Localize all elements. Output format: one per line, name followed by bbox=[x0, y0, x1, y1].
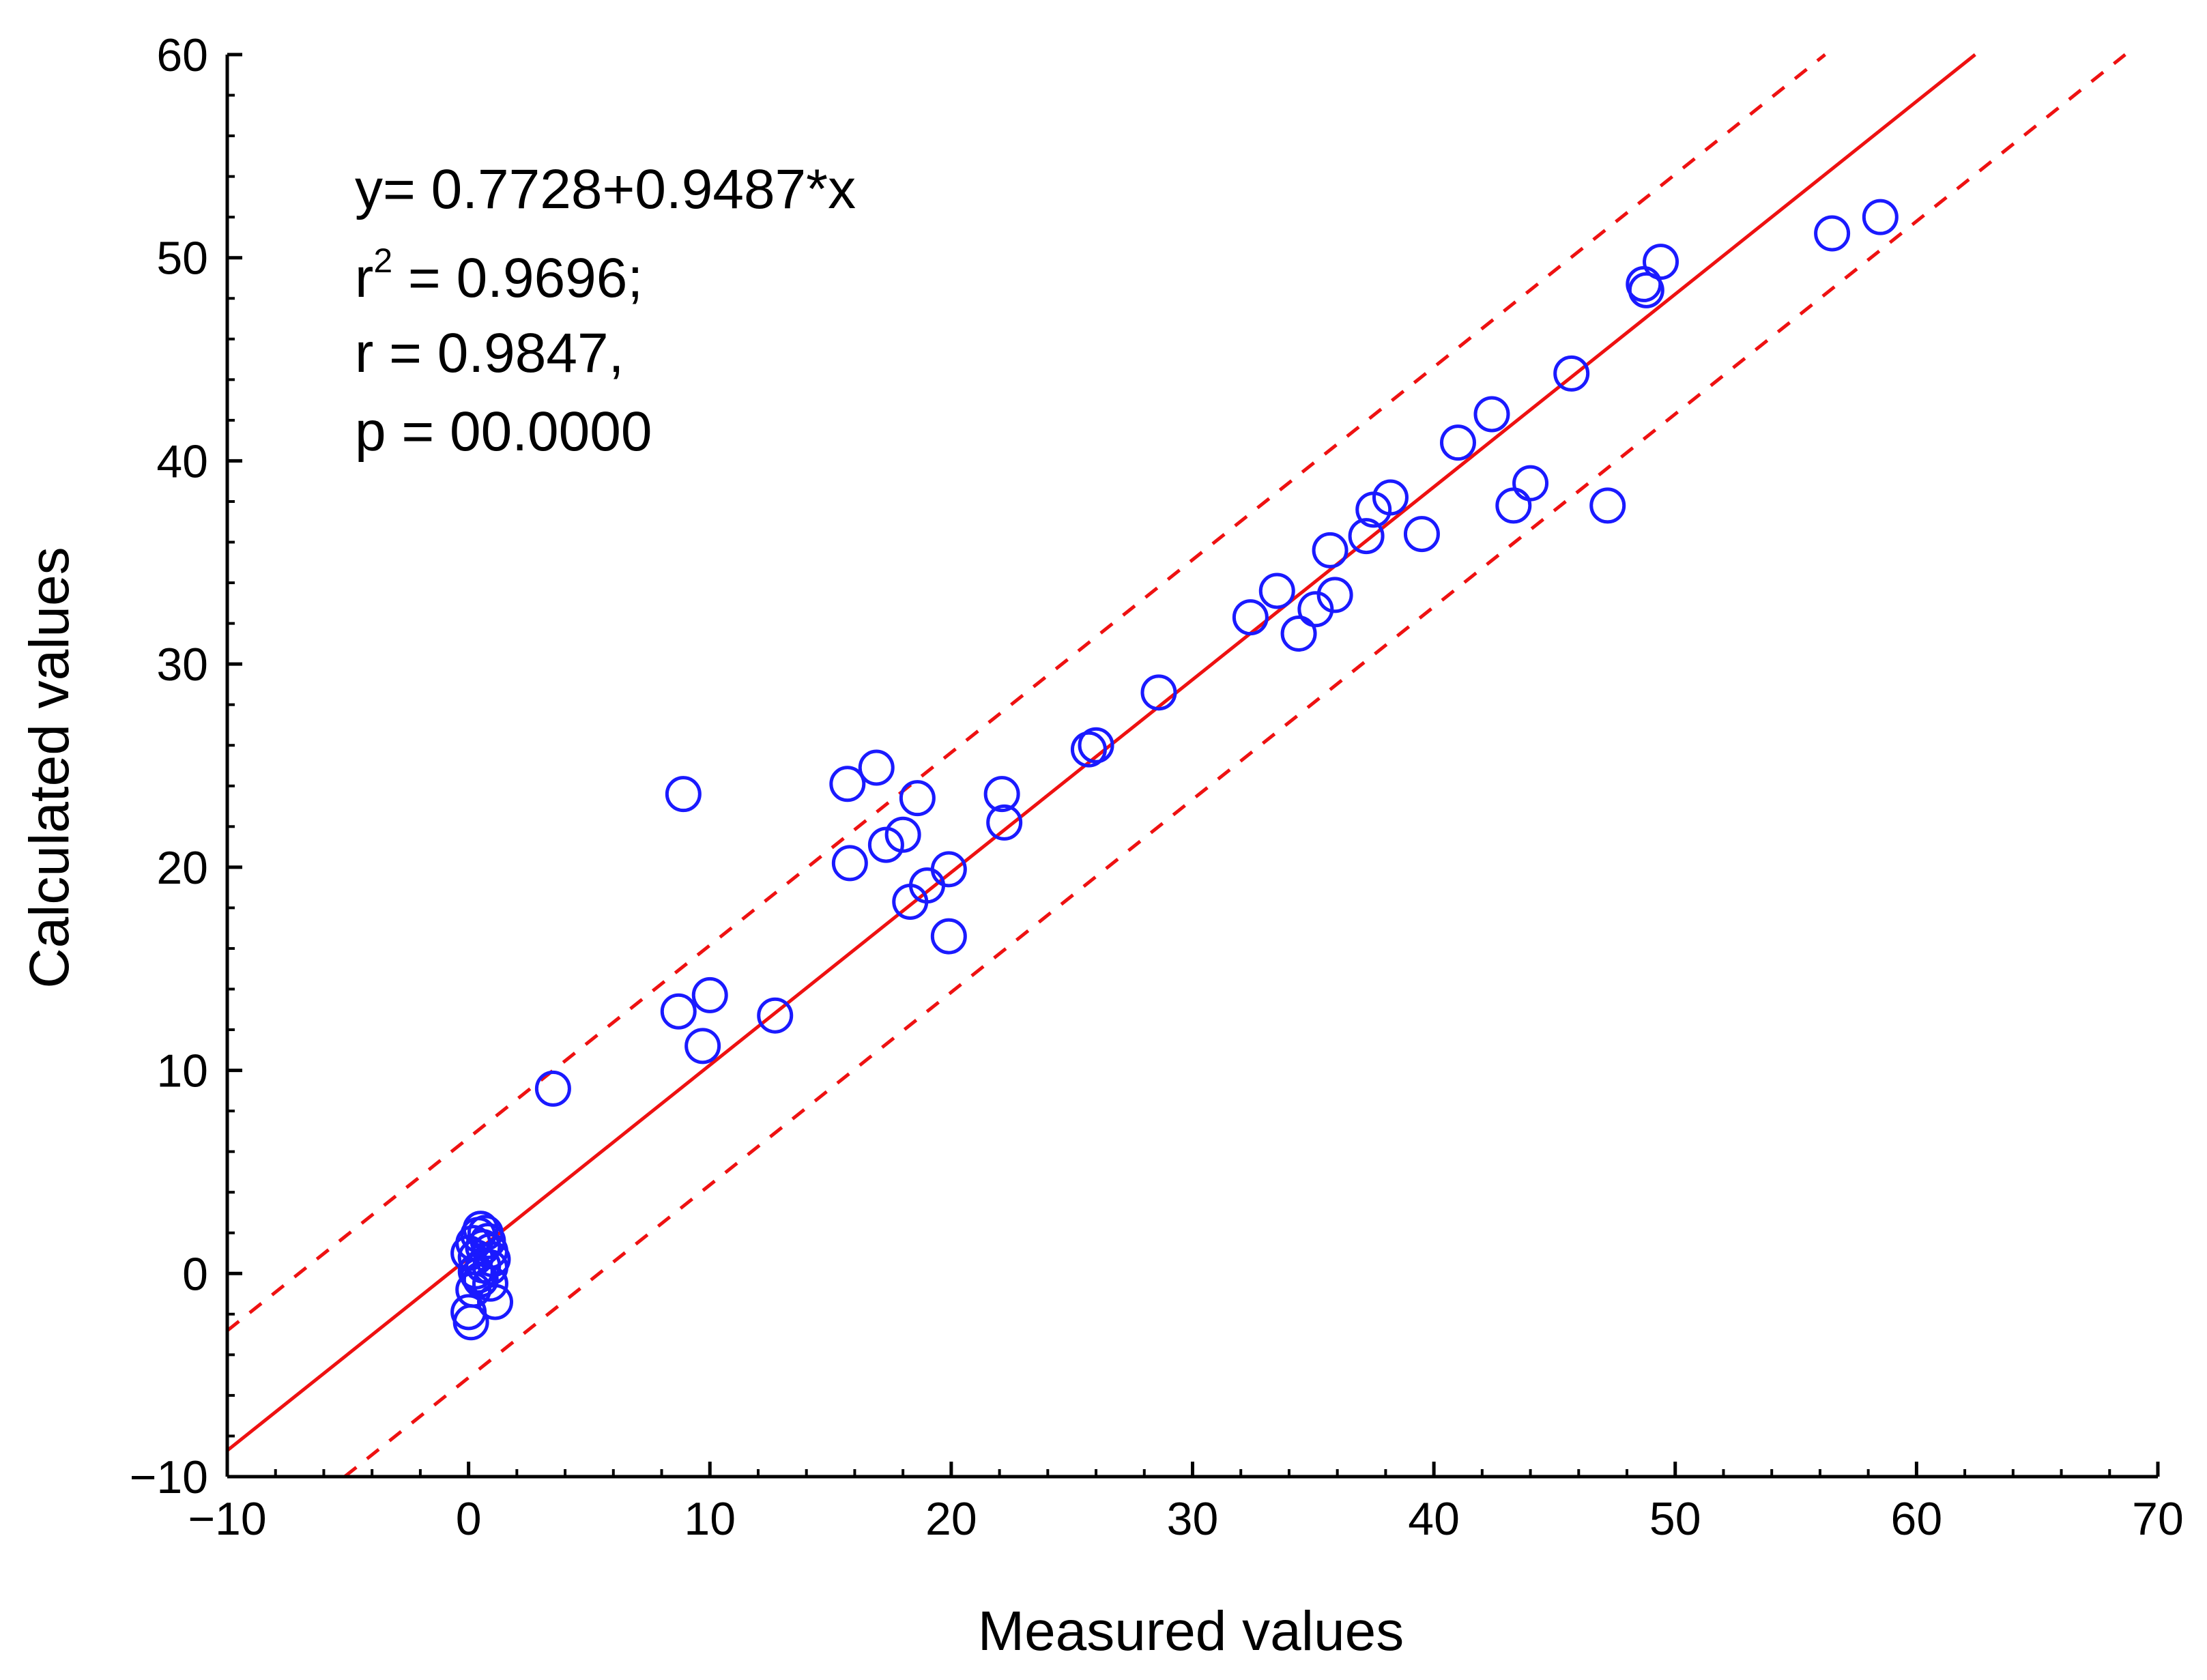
data-point bbox=[1078, 727, 1114, 764]
data-point bbox=[1140, 674, 1177, 711]
r-squared-superscript: 2 bbox=[373, 242, 392, 280]
x-tick-label: 30 bbox=[1167, 1493, 1219, 1545]
x-tick-label: 60 bbox=[1891, 1493, 1943, 1545]
y-tick-label: 20 bbox=[156, 842, 208, 894]
data-point bbox=[1553, 355, 1590, 392]
data-point bbox=[757, 997, 794, 1034]
data-point bbox=[1232, 599, 1269, 636]
data-point bbox=[983, 776, 1020, 813]
data-point bbox=[1628, 272, 1664, 308]
data-point bbox=[1280, 615, 1317, 652]
data-point bbox=[1589, 487, 1626, 524]
data-point bbox=[1316, 577, 1353, 613]
data-point bbox=[660, 993, 697, 1030]
p-value-text: p = 00.0000 bbox=[355, 401, 652, 463]
axes-layer: −10 0 10 20 30 40 50 60 70 −10 0 10 20 30 40 50 60 bbox=[130, 29, 2184, 1545]
r-text: r = 0.9847, bbox=[355, 322, 624, 384]
r-squared-text: r2 = 0.9696; bbox=[355, 242, 643, 309]
equation-text: y= 0.7728+0.9487*x bbox=[355, 158, 856, 220]
data-point bbox=[1297, 591, 1334, 628]
data-point bbox=[858, 749, 895, 786]
data-point bbox=[930, 918, 967, 955]
data-point bbox=[831, 845, 868, 882]
regression-annotation: y= 0.7728+0.9487*x r2 = 0.9696; r = 0.98… bbox=[355, 158, 856, 463]
y-tick-label: 0 bbox=[182, 1248, 208, 1300]
r-squared-value: = 0.9696; bbox=[392, 247, 643, 309]
data-point bbox=[1512, 465, 1549, 502]
data-point bbox=[1495, 487, 1532, 524]
data-point bbox=[1258, 573, 1295, 609]
data-point bbox=[472, 1265, 508, 1302]
data-point bbox=[930, 851, 967, 888]
x-tick-label: 70 bbox=[2132, 1493, 2184, 1545]
data-point bbox=[986, 804, 1023, 841]
x-tick-label: 40 bbox=[1408, 1493, 1460, 1545]
data-point bbox=[691, 976, 728, 1013]
y-axis-title: Calculated values bbox=[18, 547, 81, 988]
data-point bbox=[477, 1284, 514, 1320]
x-axis-title: Measured values bbox=[978, 1600, 1404, 1662]
data-point bbox=[1439, 424, 1476, 461]
y-tick-label: 40 bbox=[156, 435, 208, 487]
data-point bbox=[534, 1070, 571, 1107]
data-point bbox=[1643, 244, 1679, 280]
y-tick-label: 30 bbox=[156, 639, 208, 691]
data-point bbox=[899, 780, 936, 817]
r-squared-prefix: r bbox=[355, 247, 373, 309]
data-point bbox=[884, 816, 921, 853]
x-tick-label: 50 bbox=[1649, 1493, 1701, 1545]
y-tick-label: −10 bbox=[130, 1451, 208, 1503]
data-point bbox=[460, 1257, 497, 1294]
y-ticks: −10 0 10 20 30 40 50 60 bbox=[130, 29, 242, 1503]
lower-confidence-line bbox=[343, 53, 2126, 1478]
data-point bbox=[665, 776, 702, 813]
data-point bbox=[1372, 479, 1409, 516]
x-tick-label: 10 bbox=[684, 1493, 736, 1545]
x-tick-label: 0 bbox=[456, 1493, 482, 1545]
data-point bbox=[1814, 215, 1851, 252]
data-point bbox=[1070, 731, 1107, 768]
data-point bbox=[1862, 199, 1899, 235]
data-point bbox=[1348, 518, 1385, 555]
fit-layer bbox=[226, 53, 2126, 1478]
y-tick-label: 50 bbox=[156, 233, 208, 285]
upper-confidence-line bbox=[226, 53, 1826, 1333]
y-tick-label: 60 bbox=[156, 29, 208, 81]
x-tick-label: 20 bbox=[925, 1493, 977, 1545]
data-point bbox=[684, 1028, 721, 1065]
data-point bbox=[452, 1304, 489, 1341]
data-point bbox=[1312, 532, 1348, 568]
points-layer bbox=[450, 199, 1899, 1341]
x-ticks: −10 0 10 20 30 40 50 60 70 bbox=[188, 1462, 2184, 1545]
x-tick-label: −10 bbox=[188, 1493, 266, 1545]
data-point bbox=[829, 766, 866, 802]
data-point bbox=[1403, 516, 1440, 553]
y-tick-label: 10 bbox=[156, 1045, 208, 1097]
regression-line bbox=[226, 53, 1976, 1452]
data-point bbox=[1473, 396, 1510, 433]
